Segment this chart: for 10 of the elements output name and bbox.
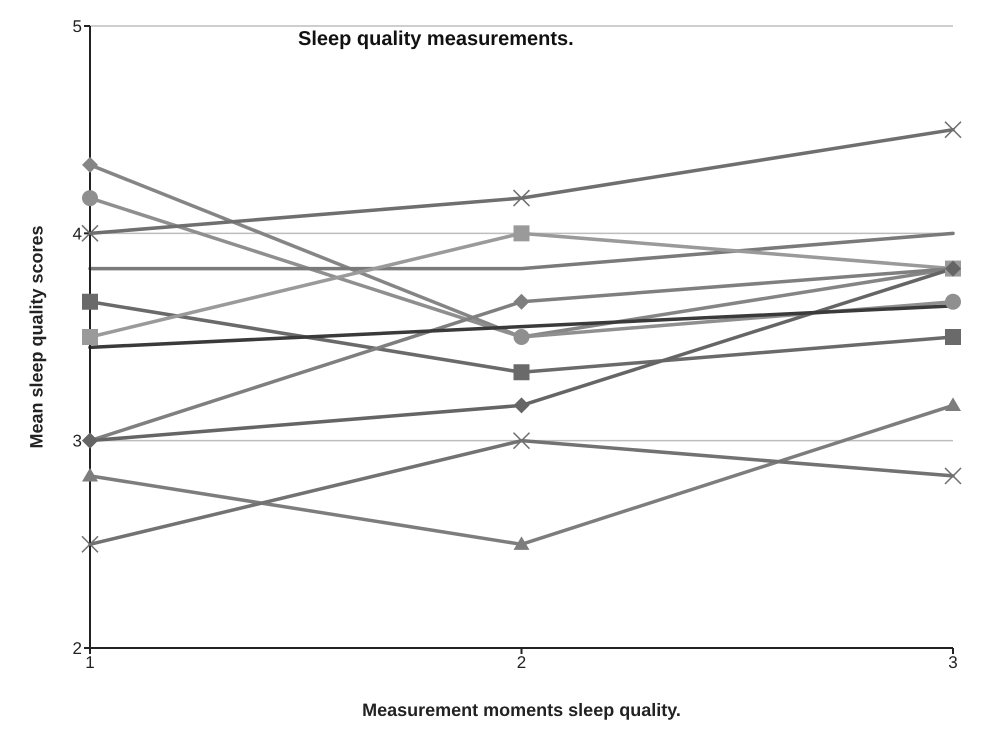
y-tick-label: 4 bbox=[72, 224, 82, 244]
y-axis-title: Mean sleep quality scores bbox=[26, 225, 46, 449]
x-tick-label: 3 bbox=[948, 653, 958, 672]
chart-title: Sleep quality measurements. bbox=[298, 28, 574, 51]
y-tick-label: 3 bbox=[72, 432, 82, 451]
x-tick-label: 2 bbox=[516, 653, 526, 672]
y-tick-label: 2 bbox=[72, 639, 82, 658]
x-axis-title: Measurement moments sleep quality. bbox=[362, 700, 681, 720]
x-tick-label: 1 bbox=[85, 653, 95, 672]
y-tick-label: 5 bbox=[72, 17, 82, 36]
